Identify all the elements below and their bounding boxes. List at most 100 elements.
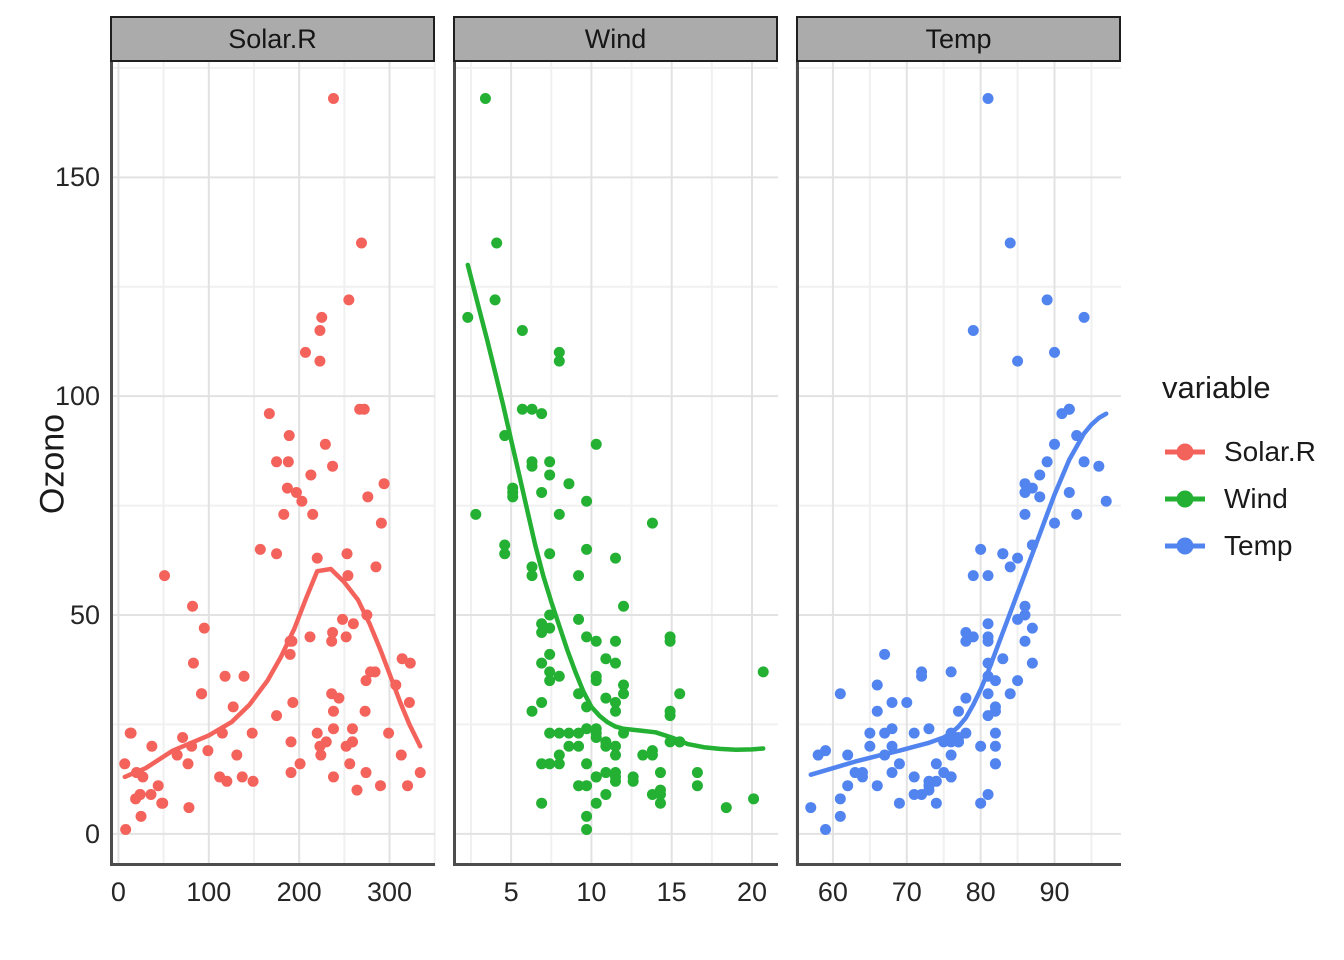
data-point xyxy=(610,635,621,647)
data-point xyxy=(544,456,556,468)
x-tick-label: 5 xyxy=(503,877,519,907)
data-point xyxy=(886,697,898,709)
data-point xyxy=(360,675,372,687)
facet-strip-temp: Temp xyxy=(796,16,1121,62)
data-point xyxy=(1012,355,1024,367)
data-point xyxy=(281,482,293,494)
data-point xyxy=(342,570,354,582)
data-point xyxy=(664,635,676,647)
data-point xyxy=(145,788,157,800)
x-tick-label: 0 xyxy=(110,877,126,907)
data-point xyxy=(748,793,760,805)
y-tick-label: 150 xyxy=(54,162,100,193)
data-point xyxy=(271,456,283,468)
data-point xyxy=(536,797,548,809)
data-point xyxy=(967,570,979,582)
data-point xyxy=(581,780,593,792)
data-point xyxy=(975,797,987,809)
data-point xyxy=(864,727,876,739)
data-point xyxy=(989,740,1001,752)
legend-entry-label: Wind xyxy=(1224,482,1288,514)
data-point xyxy=(183,802,195,814)
data-point xyxy=(553,508,565,520)
data-point xyxy=(526,705,538,717)
legend-key-icon xyxy=(1165,490,1205,507)
data-point xyxy=(254,543,266,555)
data-point xyxy=(805,802,817,814)
data-point xyxy=(1026,657,1038,669)
data-point xyxy=(294,758,306,770)
data-point xyxy=(1063,486,1075,498)
data-point xyxy=(691,767,703,779)
data-point xyxy=(315,749,327,761)
data-point xyxy=(327,460,339,472)
data-point xyxy=(316,311,328,323)
data-point xyxy=(196,688,208,700)
data-point xyxy=(871,705,883,717)
data-point xyxy=(375,517,387,529)
x-tick-label: 60 xyxy=(817,877,848,907)
data-point xyxy=(516,325,528,337)
data-point xyxy=(871,780,883,792)
y-tick-label: 100 xyxy=(54,381,100,412)
data-point xyxy=(1093,460,1105,472)
data-point xyxy=(997,548,1009,560)
data-point xyxy=(544,675,556,687)
data-point xyxy=(989,705,1001,717)
data-point xyxy=(930,758,942,770)
data-point xyxy=(227,701,239,713)
data-point xyxy=(544,648,556,660)
data-point xyxy=(916,666,928,678)
data-point xyxy=(553,346,565,358)
data-point xyxy=(351,784,363,796)
smooth-line xyxy=(808,411,1109,777)
facet-strip-label: Solar.R xyxy=(228,23,317,54)
data-point xyxy=(1049,517,1061,529)
x-tick-label: 15 xyxy=(656,877,687,907)
data-point xyxy=(1012,675,1024,687)
data-point xyxy=(271,548,283,560)
data-point xyxy=(311,552,323,564)
data-point xyxy=(1019,486,1031,498)
data-point xyxy=(590,797,602,809)
data-point xyxy=(610,740,621,752)
data-point xyxy=(812,749,824,761)
data-point xyxy=(590,670,602,682)
data-point xyxy=(1056,408,1068,420)
facet-strip-solar-r: Solar.R xyxy=(110,16,435,62)
data-point xyxy=(590,723,602,735)
data-point xyxy=(287,697,299,709)
data-point xyxy=(236,771,248,783)
data-point xyxy=(383,727,395,739)
x-tick-label: 200 xyxy=(276,877,322,907)
smooth-line xyxy=(122,566,423,780)
data-point xyxy=(374,780,386,792)
data-point xyxy=(1071,508,1083,520)
data-point xyxy=(581,810,593,822)
data-point xyxy=(960,627,972,639)
y-tick-label: 0 xyxy=(84,818,100,849)
data-point xyxy=(327,771,339,783)
data-point xyxy=(311,727,323,739)
data-point xyxy=(337,613,349,625)
data-point xyxy=(960,692,972,704)
data-point xyxy=(563,478,575,490)
data-point xyxy=(975,543,987,555)
data-point xyxy=(326,635,338,647)
data-point xyxy=(849,767,861,779)
data-point xyxy=(581,631,593,643)
data-point xyxy=(989,758,1001,770)
data-point xyxy=(507,486,519,498)
data-point xyxy=(284,648,296,660)
data-point xyxy=(610,697,621,709)
facet-strip-label: Wind xyxy=(584,23,647,54)
data-point xyxy=(654,767,666,779)
data-point xyxy=(327,705,339,717)
x-tick-label: 70 xyxy=(891,877,922,907)
data-point xyxy=(296,495,308,507)
facet-strip-wind: Wind xyxy=(453,16,778,62)
data-point xyxy=(982,635,994,647)
x-tick-label: 100 xyxy=(186,877,232,907)
data-point xyxy=(290,486,302,498)
data-point xyxy=(283,430,295,442)
